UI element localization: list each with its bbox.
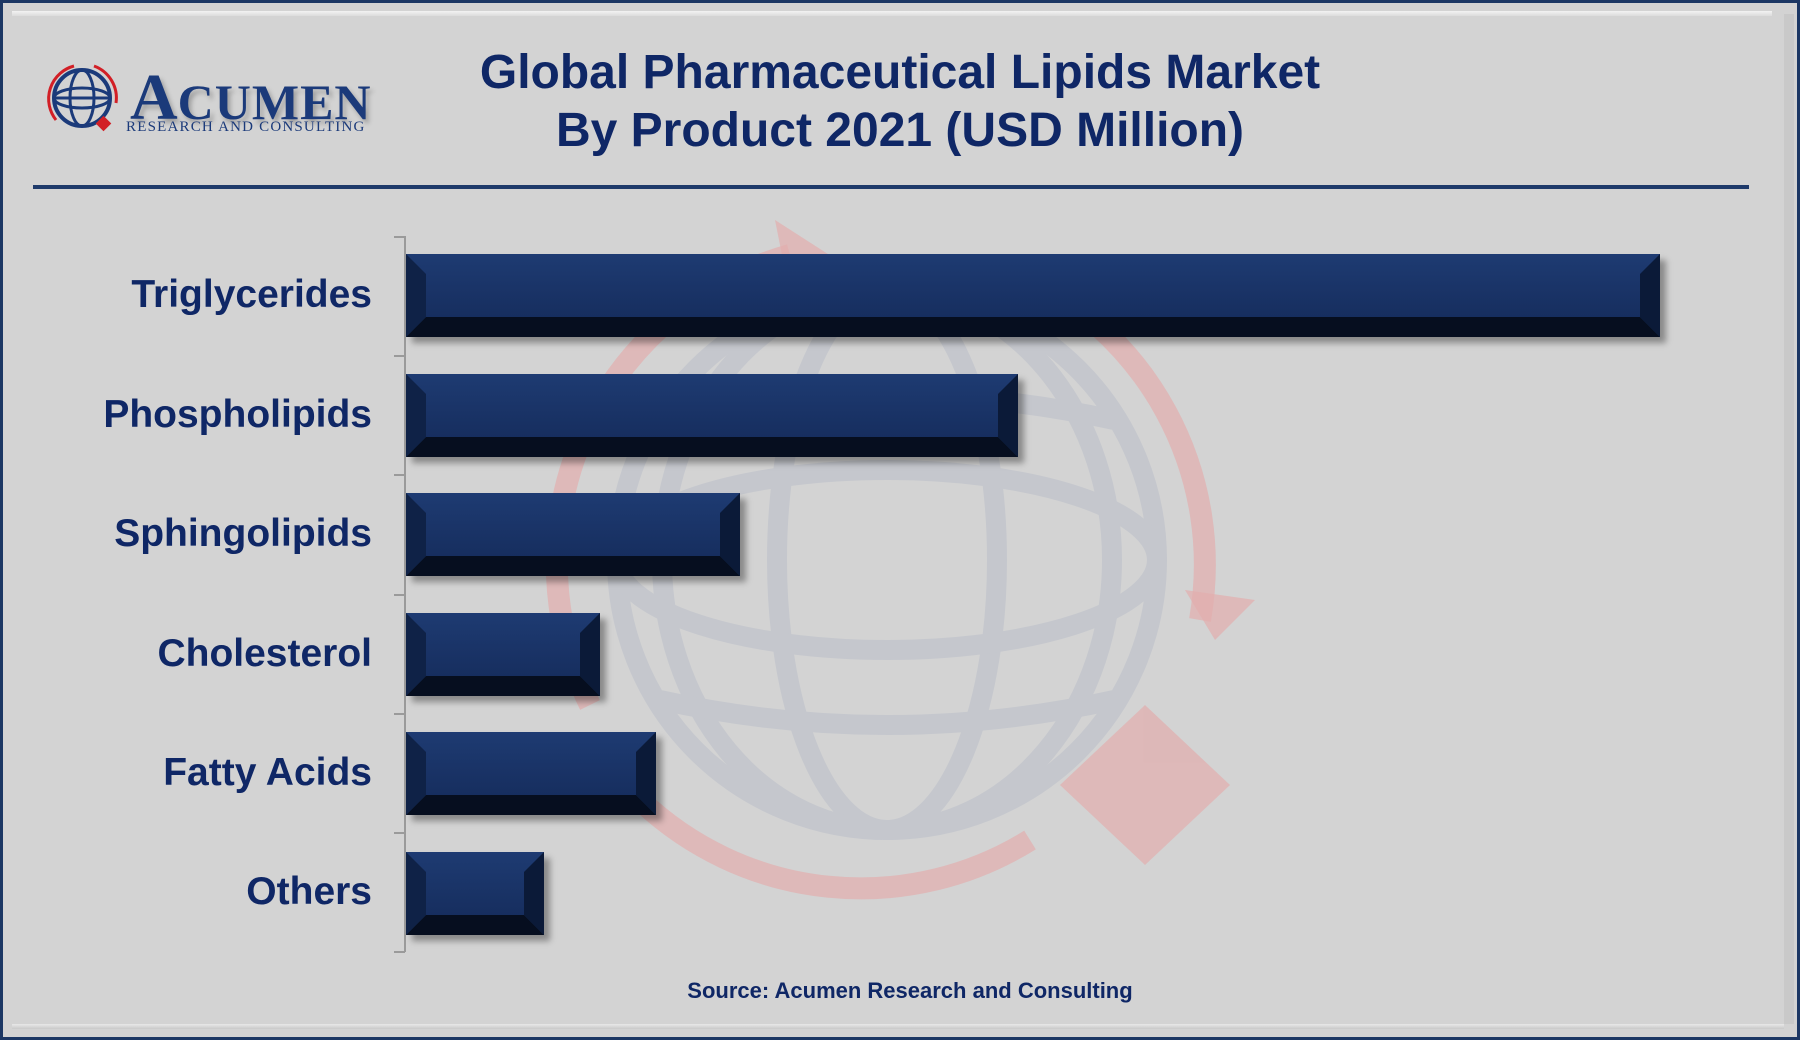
title-divider: [33, 185, 1749, 189]
axis-tick: [394, 236, 405, 238]
source-note: Source: Acumen Research and Consulting: [687, 978, 1133, 1003]
axis-tick: [394, 951, 405, 953]
bar-triglycerides: [406, 254, 1660, 337]
category-label: Cholesterol: [157, 632, 372, 675]
axis-tick: [394, 355, 405, 357]
axis-tick: [394, 474, 405, 476]
axis-tick: [394, 594, 405, 596]
bar-phospholipids: [406, 374, 1018, 457]
logo-subtitle: RESEARCH AND CONSULTING: [126, 119, 366, 135]
bar-cholesterol: [406, 613, 600, 696]
frame-bevel-top: [12, 11, 1772, 16]
bar-others: [406, 852, 544, 935]
frame-bevel-right: [1784, 14, 1794, 1024]
bar-fatty-acids: [406, 732, 656, 815]
category-label: Sphingolipids: [114, 512, 372, 555]
title-line-2: By Product 2021 (USD Million): [555, 104, 1245, 157]
category-label: Others: [246, 870, 372, 913]
axis-tick: [394, 713, 405, 715]
category-label: Triglycerides: [131, 273, 372, 316]
frame-bevel-bottom: [12, 1024, 1784, 1029]
acumen-logo: ACUMEN RESEARCH AND CONSULTING: [44, 56, 374, 146]
y-axis: [404, 236, 406, 952]
logo-wordmark: ACUMEN: [130, 61, 372, 134]
bar-sphingolipids: [406, 493, 740, 576]
logo-globe-icon: [47, 64, 118, 132]
title-line-1: Global Pharmaceutical Lipids Market: [479, 46, 1321, 99]
category-label: Fatty Acids: [163, 751, 372, 794]
chart-title: Global Pharmaceutical Lipids Market By P…: [400, 44, 1400, 160]
category-label: Phospholipids: [103, 393, 372, 436]
axis-tick: [394, 832, 405, 834]
